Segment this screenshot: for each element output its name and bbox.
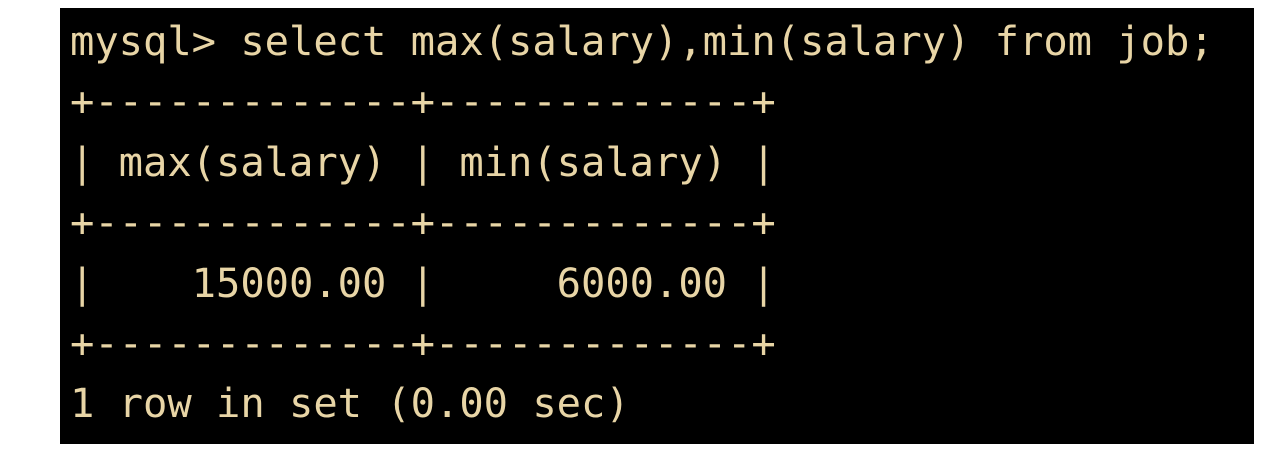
result-summary: 1 row in set (0.00 sec) — [70, 379, 630, 428]
table-row: | 15000.00 | 6000.00 | — [70, 258, 776, 307]
terminal-window: mysql> select max(salary),min(salary) fr… — [60, 8, 1254, 444]
command-line: mysql> select max(salary),min(salary) fr… — [70, 17, 1214, 65]
table-border-top: +-------------+-------------+ — [70, 77, 776, 126]
table-border-bottom: +-------------+-------------+ — [70, 318, 776, 367]
table-header-row: | max(salary) | min(salary) | — [70, 137, 776, 186]
table-border-middle: +-------------+-------------+ — [70, 198, 776, 247]
